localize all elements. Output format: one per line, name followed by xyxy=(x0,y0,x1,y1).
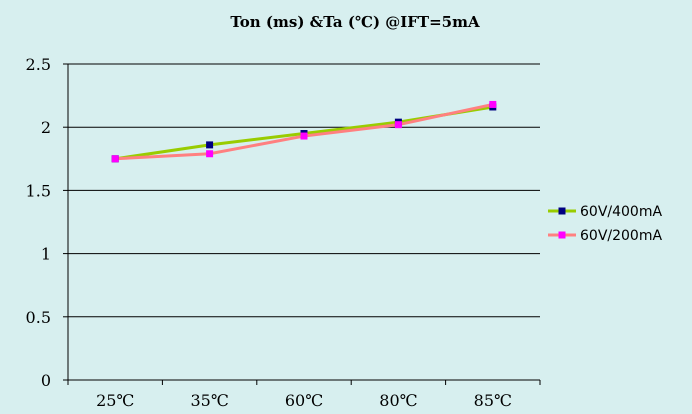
data-point-series-2 xyxy=(111,155,119,163)
legend: 60V/400mA 60V/200mA xyxy=(548,204,662,244)
x-tick-label: 35℃ xyxy=(190,391,228,410)
x-tick-label: 25℃ xyxy=(96,391,134,410)
y-tick-labels: 0 0.5 1 1.5 2 2.5 xyxy=(26,55,51,390)
x-tick-label: 60℃ xyxy=(285,391,323,410)
legend-marker xyxy=(558,231,566,239)
y-tick-label: 2.5 xyxy=(26,55,51,74)
chart-title: Ton (ms) &Ta (℃) @IFT=5mA xyxy=(230,13,480,31)
legend-label: 60V/400mA xyxy=(580,204,662,220)
legend-label: 60V/200mA xyxy=(580,228,662,244)
y-tick-label: 1 xyxy=(41,245,51,264)
data-point-series-2 xyxy=(394,121,402,129)
data-point-series-2 xyxy=(489,100,497,108)
data-point-series-2 xyxy=(300,132,308,140)
x-tick-label: 80℃ xyxy=(379,391,417,410)
data-point-series-2 xyxy=(206,150,214,158)
gridlines xyxy=(68,63,540,318)
y-tick-label: 1.5 xyxy=(26,181,51,200)
y-tick-label: 2 xyxy=(41,118,51,137)
data-point-series-1 xyxy=(206,141,214,149)
y-tick-label: 0.5 xyxy=(26,308,51,327)
y-tick-label: 0 xyxy=(41,371,51,390)
legend-marker xyxy=(558,207,566,215)
x-tick-label: 85℃ xyxy=(474,391,512,410)
x-tick-labels: 25℃ 35℃ 60℃ 80℃ 85℃ xyxy=(96,391,512,410)
series-layer xyxy=(111,100,497,163)
axes xyxy=(63,63,541,385)
